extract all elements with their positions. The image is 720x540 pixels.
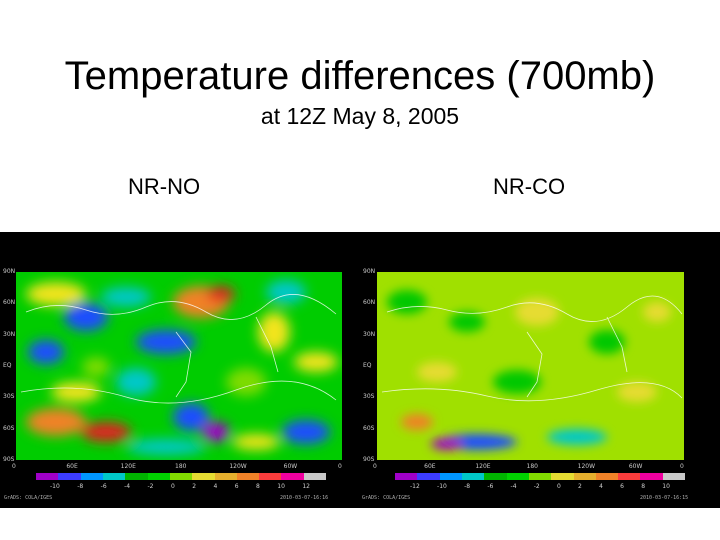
lon-tick-label: 0 <box>373 463 377 470</box>
lat-tick-label: 90N <box>363 268 376 275</box>
colorbar-swatch <box>618 473 641 480</box>
colorbar-swatch <box>573 473 596 480</box>
colorbar-swatch <box>461 473 485 480</box>
colorbar-nr-co <box>395 473 686 480</box>
footer-right-nr-co: 2010-03-07-16:15 <box>640 495 689 501</box>
lon-tick-label: 180 <box>175 463 187 470</box>
lat-tick-label: 90N <box>3 268 16 275</box>
colorbar-tick-label: 2 <box>192 483 197 490</box>
colorbar-swatch <box>551 473 574 480</box>
colorbar-swatch <box>36 473 59 480</box>
colorbar-tick-label: -6 <box>100 483 107 490</box>
colorbar-swatch <box>192 473 215 480</box>
lon-tick-label: 0 <box>680 463 684 470</box>
lon-tick-label: 120W <box>577 463 596 470</box>
colorbar-tick-label: -10 <box>50 483 60 490</box>
colorbar-tick-label: -6 <box>487 483 494 490</box>
colorbar-tick-label: -2 <box>147 483 154 490</box>
colorbar-tick-label: -4 <box>124 483 131 490</box>
colorbar-swatch <box>102 473 126 480</box>
colorbar-tick-label: -8 <box>464 483 471 490</box>
lon-tick-label: 120W <box>229 463 247 470</box>
colorbar-swatch <box>303 473 327 480</box>
panel-label-nr-no: NR-NO <box>128 174 201 199</box>
colorbar-labels-nr-no: -10 -8 -6 -4 -2 0 2 4 6 8 10 12 <box>50 483 310 491</box>
colorbar-tick-label: 8 <box>641 483 646 490</box>
colorbar-tick-label: 4 <box>599 483 603 490</box>
colorbar-tick-label: 6 <box>234 483 239 490</box>
colorbar-tick-label: 0 <box>556 483 561 490</box>
lon-tick-label: 120E <box>120 463 136 470</box>
colorbar-swatch <box>125 473 148 480</box>
colorbar-swatch <box>439 473 462 480</box>
footer-left-nr-no: GrADS: COLA/IGES <box>4 495 53 501</box>
lat-tick-label: 90S <box>3 456 15 463</box>
panel-label-nr-co: NR-CO <box>493 174 566 199</box>
colorbar-swatch <box>236 473 260 480</box>
slide-subtitle: at 12Z May 8, 2005 <box>260 103 460 129</box>
colorbar-swatch <box>528 473 552 480</box>
colorbar-nr-no <box>36 473 327 480</box>
lon-tick-label: 60W <box>628 463 643 470</box>
colorbar-swatch <box>395 473 418 480</box>
lon-tick-label: 0 <box>12 463 16 470</box>
colorbar-swatch <box>259 473 282 480</box>
temperature-map-nr-no <box>16 272 342 460</box>
footer-right-nr-no: 2010-03-07-16:16 <box>280 495 329 501</box>
colorbar-tick-label: 4 <box>213 483 218 490</box>
colorbar-tick-label: 8 <box>256 483 260 490</box>
colorbar-tick-label: -12 <box>410 483 420 490</box>
lat-tick-label: 60N <box>3 299 16 307</box>
colorbar-tick-label: 2 <box>578 483 582 490</box>
lon-tick-label: 60E <box>66 463 78 470</box>
colorbar-swatch <box>640 473 663 480</box>
lon-tick-label: 60W <box>283 463 298 470</box>
lat-tick-label: 60S <box>363 424 375 432</box>
lon-tick-label: 60E <box>424 463 436 470</box>
colorbar-labels-nr-co: -12 -10 -8 -6 -4 -2 0 2 4 6 8 10 <box>410 483 670 491</box>
lat-tick-label: 30S <box>3 393 15 401</box>
lat-tick-label: EQ <box>3 362 12 369</box>
colorbar-tick-label: -2 <box>533 483 540 490</box>
colorbar-tick-label: -8 <box>77 483 84 490</box>
temperature-map-nr-co <box>377 272 684 460</box>
lon-tick-label: 180 <box>526 463 538 470</box>
footer-left-nr-co: GrADS: COLA/IGES <box>362 495 411 501</box>
colorbar-swatch <box>595 473 619 480</box>
lat-tick-label: 90S <box>363 456 375 463</box>
colorbar-swatch <box>484 473 507 480</box>
lat-tick-label: 60S <box>3 424 15 432</box>
colorbar-swatch <box>214 473 237 480</box>
colorbar-swatch <box>662 473 686 480</box>
colorbar-swatch <box>147 473 170 480</box>
lat-tick-label: 30S <box>363 393 375 401</box>
colorbar-tick-label: 0 <box>170 483 175 490</box>
lat-tick-label: EQ <box>363 362 372 369</box>
colorbar-swatch <box>281 473 304 480</box>
colorbar-swatch <box>417 473 440 480</box>
lon-tick-label: 0 <box>338 463 342 470</box>
lat-tick-label: 30N <box>3 330 16 338</box>
colorbar-tick-label: 10 <box>662 483 670 490</box>
colorbar-tick-label: 6 <box>620 483 624 490</box>
colorbar-swatch <box>169 473 193 480</box>
slide-title: Temperature differences (700mb) <box>64 54 656 98</box>
lat-tick-label: 30N <box>363 330 376 338</box>
colorbar-tick-label: -4 <box>510 483 517 490</box>
colorbar-tick-label: 10 <box>277 483 285 490</box>
lon-tick-label: 120E <box>475 463 491 470</box>
colorbar-swatch <box>58 473 81 480</box>
colorbar-tick-label: 12 <box>302 483 310 490</box>
colorbar-tick-label: -10 <box>437 483 447 490</box>
lat-tick-label: 60N <box>363 299 376 307</box>
colorbar-swatch <box>506 473 529 480</box>
colorbar-swatch <box>80 473 103 480</box>
